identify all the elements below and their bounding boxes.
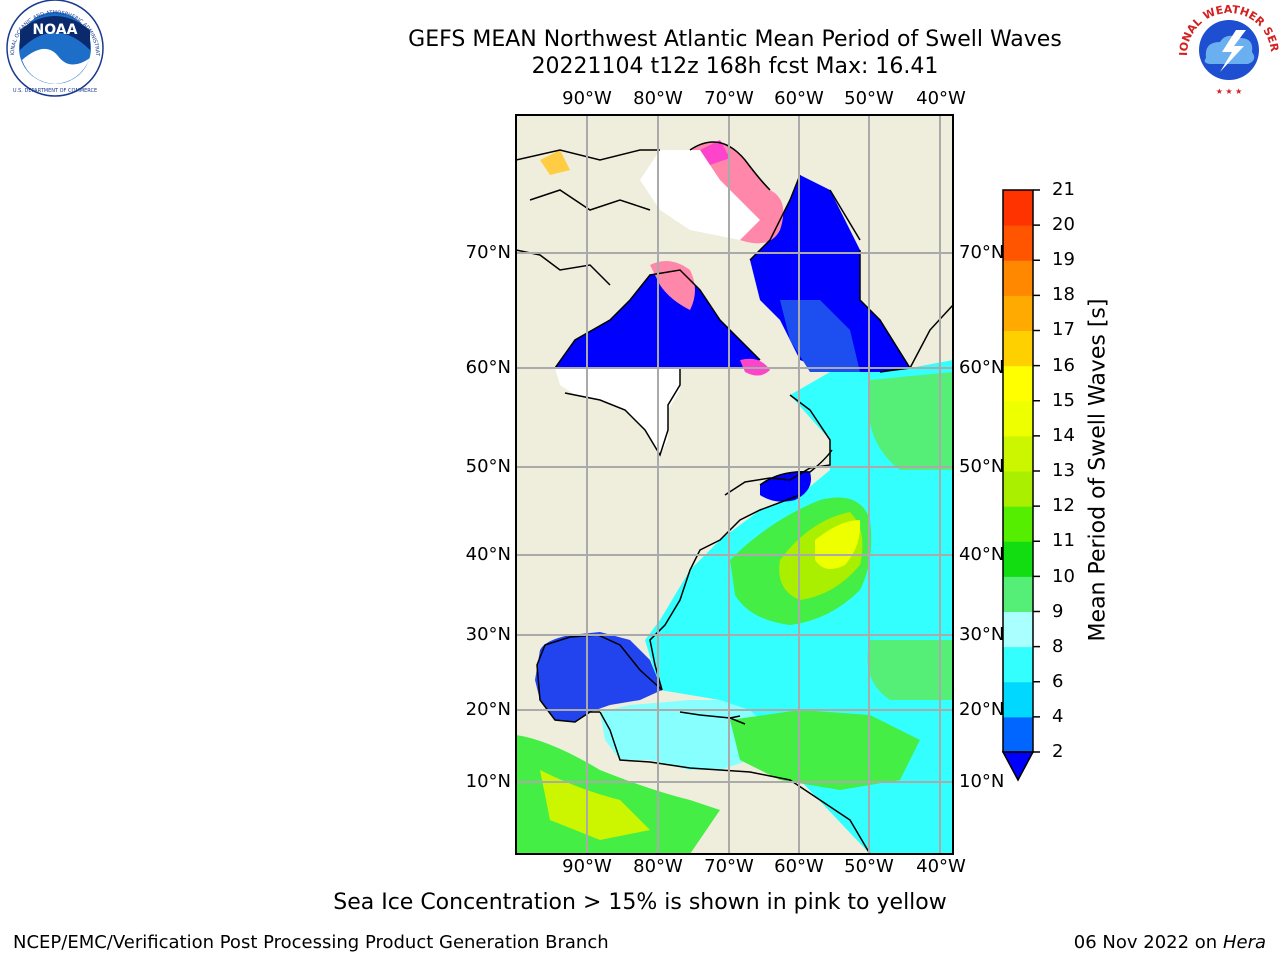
colorbar-segment xyxy=(1003,435,1033,472)
colorbar-tick-label: 11 xyxy=(1052,530,1075,551)
colorbar-segment xyxy=(1003,295,1033,331)
lat-label-right: 30°N xyxy=(959,624,1005,645)
nws-ring-text: NATIONAL WEATHER SERVICE xyxy=(0,0,1280,56)
colorbar-segment xyxy=(1003,471,1033,507)
colorbar xyxy=(1001,189,1040,782)
lat-label-right: 70°N xyxy=(959,242,1005,263)
lat-label-right: 60°N xyxy=(959,357,1005,378)
nws-logo: NATIONAL WEATHER SERVICE ★ ★ ★ xyxy=(0,0,1280,96)
lon-label-top: 70°W xyxy=(704,88,754,109)
colorbar-segment xyxy=(1003,576,1033,612)
colorbar-segment xyxy=(1003,365,1033,402)
footer-credit: NCEP/EMC/Verification Post Processing Pr… xyxy=(13,932,609,953)
lat-label-left: 70°N xyxy=(465,242,511,263)
lon-label-bottom: 80°W xyxy=(633,856,683,877)
colorbar-segment xyxy=(1003,646,1033,683)
noaa-logo-text: NOAA xyxy=(33,22,78,38)
coastlines xyxy=(516,141,953,854)
colorbar-tick-label: 10 xyxy=(1052,566,1075,587)
lon-label-bottom: 70°W xyxy=(704,856,754,877)
lat-label-left: 40°N xyxy=(465,544,511,565)
footer-machine: Hera xyxy=(1222,932,1266,953)
colorbar-segment xyxy=(1003,400,1033,437)
footer-date-text: 06 Nov 2022 on xyxy=(1073,932,1218,953)
noaa-bottom-text: U.S. DEPARTMENT OF COMMERCE xyxy=(13,88,97,94)
lat-label-right: 40°N xyxy=(959,544,1005,565)
colorbar-tick-label: 19 xyxy=(1052,249,1075,270)
colorbar-segment xyxy=(1003,611,1033,648)
map-title: GEFS MEAN Northwest Atlantic Mean Period… xyxy=(408,27,1062,52)
colorbar-segment xyxy=(1003,716,1033,753)
lon-label-bottom: 40°W xyxy=(916,856,966,877)
lon-label-top: 90°W xyxy=(562,88,612,109)
lat-label-right: 10°N xyxy=(959,771,1005,792)
colorbar-tick-label: 13 xyxy=(1052,460,1075,481)
colorbar-tick-label: 6 xyxy=(1052,671,1064,692)
colorbar-segment xyxy=(1003,190,1033,226)
map-panel xyxy=(516,115,953,854)
colorbar-tick-label: 12 xyxy=(1052,495,1075,516)
colorbar-tick-label: 18 xyxy=(1052,284,1075,305)
colorbar-tick-label: 4 xyxy=(1052,706,1064,727)
colorbar-tick-label: 2 xyxy=(1052,741,1064,762)
colorbar-segment xyxy=(1003,260,1033,296)
colorbar-tick-label: 9 xyxy=(1052,601,1064,622)
lon-label-top: 60°W xyxy=(774,88,824,109)
noaa-logo: NOAA NATIONAL OCEANIC AND ATMOSPHERIC AD… xyxy=(0,0,104,97)
colorbar-tick-label: 15 xyxy=(1052,390,1075,411)
lon-label-bottom: 90°W xyxy=(562,856,612,877)
lon-label-top: 80°W xyxy=(633,88,683,109)
lat-label-left: 10°N xyxy=(465,771,511,792)
colorbar-tick-label: 20 xyxy=(1052,214,1075,235)
colorbar-segment xyxy=(1003,506,1033,542)
lon-label-top: 50°W xyxy=(844,88,894,109)
colorbar-segment xyxy=(1003,330,1033,367)
lon-label-bottom: 60°W xyxy=(774,856,824,877)
lat-label-left: 50°N xyxy=(465,456,511,477)
colorbar-title: Mean Period of Swell Waves [s] xyxy=(1085,298,1111,642)
svg-text:NATIONAL WEATHER SERVICE: NATIONAL WEATHER SERVICE xyxy=(0,0,1280,56)
footer-date: 06 Nov 2022 on Hera xyxy=(1074,932,1266,953)
lat-label-right: 50°N xyxy=(959,456,1005,477)
lon-label-top: 40°W xyxy=(916,88,966,109)
sea-ice-note: Sea Ice Concentration > 15% is shown in … xyxy=(333,890,947,915)
graticule xyxy=(516,115,953,854)
colorbar-tick-label: 17 xyxy=(1052,319,1075,340)
svg-text:★ ★ ★: ★ ★ ★ xyxy=(1216,87,1243,96)
map-subtitle: 20221104 t12z 168h fcst Max: 16.41 xyxy=(531,54,939,79)
colorbar-tick-label: 14 xyxy=(1052,425,1075,446)
lat-label-left: 30°N xyxy=(465,624,511,645)
map-frame xyxy=(515,114,954,855)
colorbar-segment xyxy=(1003,225,1033,261)
colorbar-extend-arrow xyxy=(1001,751,1035,782)
colorbar-tick-label: 16 xyxy=(1052,355,1075,376)
lat-label-left: 60°N xyxy=(465,357,511,378)
lon-label-bottom: 50°W xyxy=(844,856,894,877)
colorbar-tick-label: 21 xyxy=(1052,179,1075,200)
lat-label-right: 20°N xyxy=(959,699,1005,720)
lat-label-left: 20°N xyxy=(465,699,511,720)
colorbar-segment xyxy=(1003,681,1033,718)
colorbar-tick-label: 8 xyxy=(1052,636,1064,657)
colorbar-segment xyxy=(1003,541,1033,577)
